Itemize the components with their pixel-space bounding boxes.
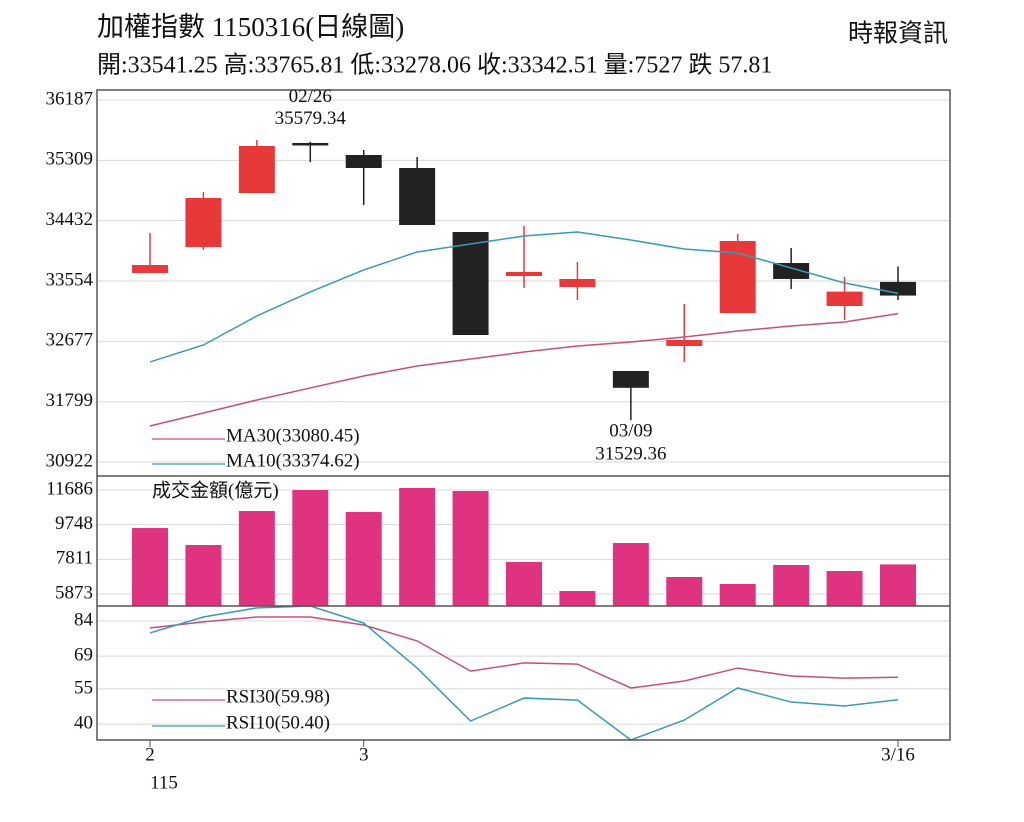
bar [719,583,756,606]
y-tick-label: 5873 [55,582,93,603]
bar [452,491,489,606]
y-tick-label: 11686 [46,478,93,499]
annotation-date: 03/09 [609,421,652,442]
y-tick-label: 40 [74,712,93,733]
bar [880,564,916,606]
candle-body [773,263,810,279]
chart-title: 加權指數 1150316(日線圖) [97,12,404,42]
bar [185,545,222,606]
panel-title: 成交金額(億元) [152,479,279,501]
x-era-label: 115 [150,772,178,793]
bar [666,577,703,606]
legend-label: MA10(33374.62) [226,450,360,471]
candle-body [132,265,168,273]
candle-body [826,291,863,306]
marks [132,140,916,740]
y-tick-label: 9748 [55,513,93,534]
candle-body [452,232,489,336]
frame [96,89,951,741]
annotation-date: 02/26 [289,86,332,107]
candle-body [238,145,275,194]
candle-body [292,142,329,146]
y-tick-label: 36187 [46,88,94,109]
bar [826,570,863,606]
y-tick-label: 69 [74,644,93,665]
legend-label: MA30(33080.45) [226,425,360,446]
bar [345,512,382,606]
bar [399,488,436,606]
grid [97,99,950,725]
legend-label: RSI10(50.40) [226,712,330,733]
candle-body [880,281,916,296]
y-tick-label: 33554 [46,269,94,290]
y-tick-label: 84 [74,609,94,630]
annotation-value: 35579.34 [275,108,347,129]
x-tick-label: 2 [145,744,155,765]
series-line [149,231,899,363]
y-tick-label: 32677 [46,330,94,351]
source: 時報資訊 [848,20,948,48]
bar [292,490,329,606]
candle-body [666,339,703,347]
candle-body [506,271,542,277]
candle-body [345,155,382,168]
candle-body [399,167,436,225]
candle-body [185,197,222,248]
y-tick-label: 55 [74,677,93,698]
series-line [149,616,899,689]
annotation-value: 31529.36 [595,444,666,465]
bar [773,564,810,606]
candle-body [612,370,649,388]
x-tick-label: 3/16 [881,744,915,765]
bar [612,543,649,606]
bar [238,511,275,606]
y-tick-label: 30922 [46,450,94,471]
y-tick-label: 35309 [46,149,94,170]
y-tick-label: 31799 [46,390,94,411]
series-line [149,312,899,427]
subtitle: 開:33541.25 高:33765.81 低:33278.06 收:33342… [97,52,772,79]
bar [132,528,168,606]
y-tick-label: 34432 [46,209,94,230]
series-line [149,606,899,740]
y-tick-label: 7811 [56,548,93,569]
legend-label: RSI30(59.98) [226,686,330,707]
bar [506,561,542,606]
candle-body [559,278,596,288]
x-tick-label: 3 [359,744,369,765]
bar [559,591,596,606]
